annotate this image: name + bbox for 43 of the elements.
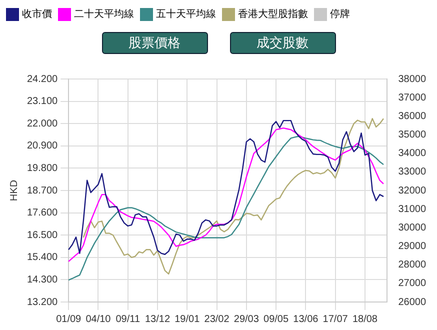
y-axis-title: HKD (8, 180, 20, 202)
y2-tick-label: 26000 (398, 296, 426, 308)
y2-tick-label: 34000 (398, 148, 426, 160)
y-tick-label: 23.100 (26, 96, 58, 108)
y2-tick-label: 29000 (398, 241, 426, 252)
x-tick-label: 04/10 (86, 314, 112, 325)
y2-tick-label: 27000 (398, 278, 426, 290)
y2-tick-label: 35000 (398, 130, 426, 140)
legend-label: 香港大型股指數 (238, 8, 308, 21)
y-tick-label: 16.500 (26, 230, 58, 241)
y-tick-label: 15.400 (26, 252, 58, 264)
y2-tick-label: 30000 (398, 222, 426, 234)
x-tick-label: 19/01 (174, 314, 200, 325)
text: 股票價格 (102, 32, 208, 54)
legend-label: 收市價 (22, 8, 52, 21)
y-tick-label: 19.800 (26, 162, 58, 174)
y2-tick-label: 28000 (398, 260, 426, 271)
y-tick-label: 24.200 (26, 74, 58, 85)
y2-tick-label: 32000 (398, 185, 426, 196)
y2-tick-label: 33000 (398, 166, 426, 178)
x-tick-label: 01/09 (56, 314, 82, 325)
y2-tick-label: 38000 (398, 74, 426, 85)
y-tick-label: 18.700 (26, 185, 58, 196)
x-tick-label: 09/11 (116, 314, 140, 325)
y2-tick-label: 31000 (398, 204, 426, 215)
y2-tick-label: 36000 (398, 110, 426, 122)
x-tick-label: 29/03 (234, 314, 260, 325)
x-tick-label: 13/12 (144, 314, 170, 325)
legend-label: 停牌 (330, 8, 350, 21)
y-tick-label: 13.200 (26, 296, 58, 308)
y2-tick-label: 37000 (398, 92, 426, 104)
x-tick-label: 09/05 (264, 314, 289, 325)
y-tick-label: 20.900 (26, 140, 58, 152)
x-tick-label: 23/02 (204, 314, 230, 325)
y-tick-label: 22.000 (26, 118, 58, 130)
y-tick-label: 17.600 (26, 208, 58, 219)
x-tick-label: 13/06 (293, 314, 319, 325)
x-tick-label: 17/07 (322, 314, 348, 325)
legend-label: 五十天平均線 (156, 8, 216, 21)
y-tick-label: 14.300 (26, 274, 58, 286)
legend-label: 二十天平均線 (74, 8, 134, 21)
x-tick-label: 18/08 (352, 314, 378, 325)
text: 成交股數 (230, 32, 336, 54)
